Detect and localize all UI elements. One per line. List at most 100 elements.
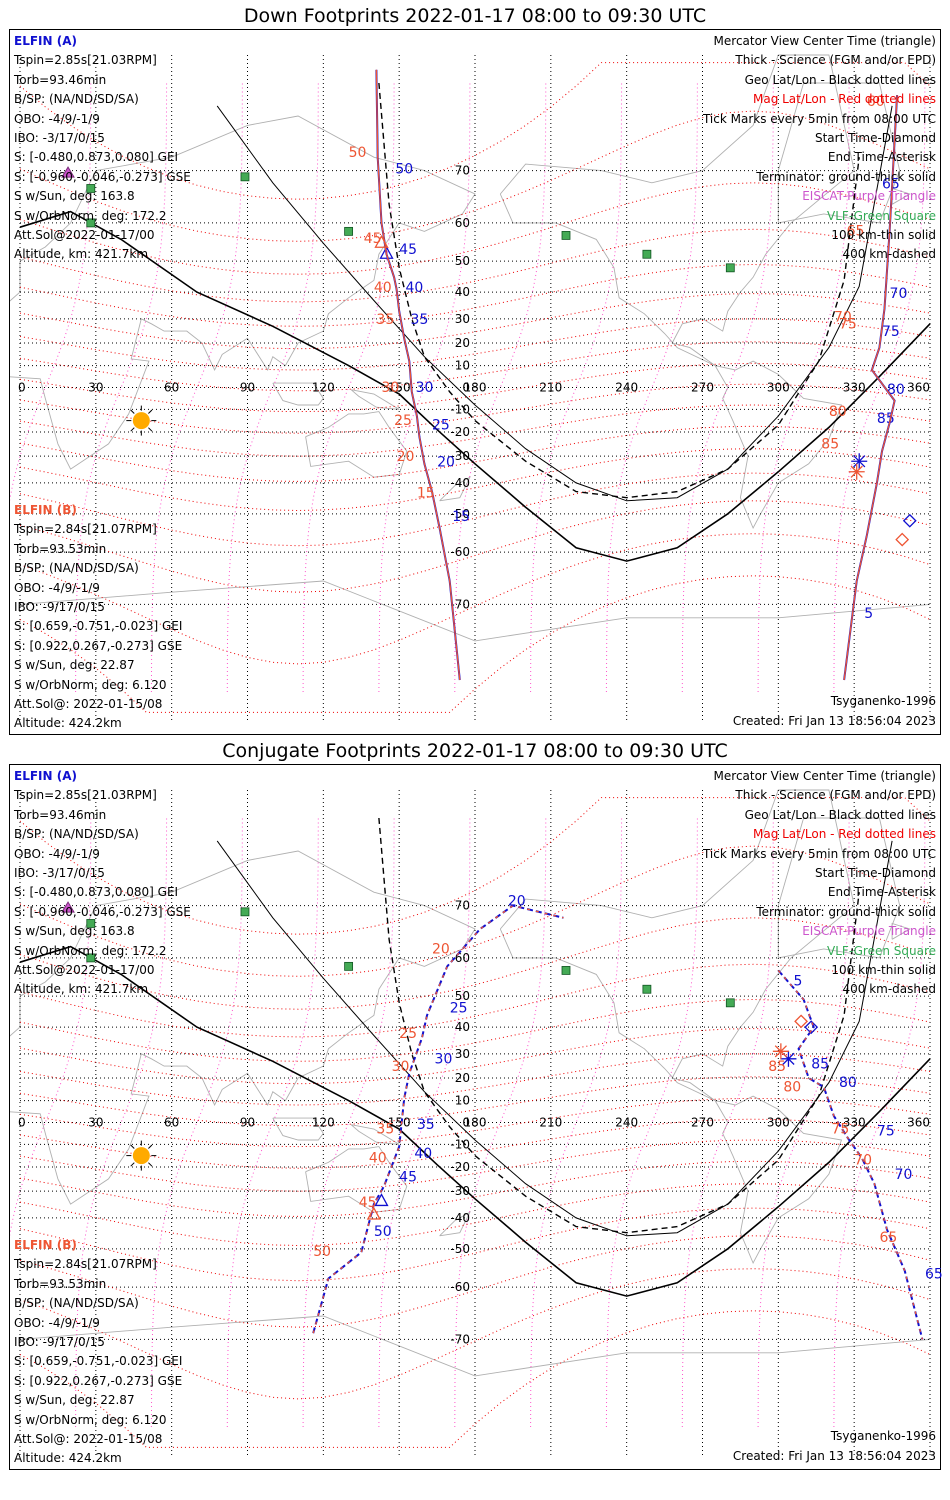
terminators [19,82,931,562]
lat-tick--20: -20 [450,425,470,439]
center-triangle [374,1193,389,1207]
track-tick-label-13: 85 [877,411,895,427]
lon-tick-90: 90 [240,1116,255,1130]
info-line: S w/Sun, deg: 22.87 [14,1393,135,1408]
info-line: S: [0.922,0.267,-0.273] GSE [14,638,183,653]
panel-title-conjugate: Conjugate Footprints 2022-01-17 08:00 to… [222,740,728,762]
info-line: Torb=93.46min [14,807,107,822]
track-tick-label-11: 65 [879,1230,897,1246]
coastline-1-0 [305,411,408,478]
lat-tick--30: -30 [450,1184,470,1198]
center-triangle [366,1206,381,1220]
vlf-square-6 [725,263,735,273]
info-line: S w/Sun, deg: 22.87 [14,658,135,673]
lon-tick-120: 120 [312,1116,335,1130]
track-tick-label-1: 45 [359,1195,377,1211]
track-tick-label-9: 80 [839,1075,857,1091]
track-tick-label-0: 50 [349,145,367,161]
sun-ray-5 [130,409,135,414]
vlf-square-0 [86,919,96,928]
vlf-square-2 [240,172,250,182]
coastline-5-0 [499,54,855,530]
lon-tick-60: 60 [164,1116,179,1130]
map-plot-conj: 0 30 60 90 120 150 180 210 240 270 300 330 360706050… [10,789,942,1455]
track-tick-label-8: 60 [867,94,885,110]
info-line: Att.Sol@2022-01-17/00 [14,963,155,978]
lat-tick-20: 20 [455,336,470,350]
lon-tick-300: 300 [767,381,790,395]
vlf-square-4 [561,966,571,975]
legend-entry: Mag Lat/Lon - Red dotted lines [752,827,936,842]
track-tick-label-0: 50 [395,162,413,178]
track-tick-label-2: 40 [374,280,392,296]
lon-tick-30: 30 [88,1116,103,1130]
plot-frame-down: 0 30 60 90 120 150 180 210 240 270 300 330 360 70 60 50… [9,29,941,735]
mag-parallel-7 [19,845,931,977]
terminator-100km [216,840,893,1237]
legend-entry: 100 km-thin solid [831,963,936,978]
info-elfin-b: ELFIN (B) Tspin=2.84s[21.07RPM] Torb=93.53… [14,501,182,734]
lat-tick--40: -40 [450,1211,470,1225]
coastline-8-0 [19,1315,931,1377]
lat-tick-10: 10 [455,359,470,373]
end-asterisk [851,453,868,470]
track-tick-label-6: 20 [397,449,415,465]
legend-entry: Mercator View Center Time (triangle) [713,769,936,783]
mag-parallel-7 [19,110,931,242]
info-line: IBO: -9/17/0/15 [14,1335,105,1350]
info-line: OBO: -4/9/-1/9 [14,580,100,595]
lat-tick--40: -40 [450,476,470,490]
info-header: ELFIN (B) [14,503,77,517]
track-tick-label-0: 50 [374,1224,392,1240]
eiscat-triangle-0 [61,901,75,913]
lon-tick-0: 0 [18,381,26,395]
sun-icon [126,1140,157,1171]
legend-entry: 400 km-dashed [842,247,936,262]
track-tick-label-8: 5 [864,606,873,622]
info-line: OBO: -4/9/-1/9 [14,111,100,126]
legend-entry: Mag Lat/Lon - Red dotted lines [752,92,936,107]
lon-tick-180: 180 [464,1116,487,1130]
track-tick-label-7: 15 [417,486,435,502]
lat-tick-30: 30 [455,312,470,326]
track-tick-label-8: 80 [783,1080,801,1096]
track-tick-label-3: 35 [376,312,394,328]
legend-entry: Terminator: ground-thick solid [756,904,936,919]
end-asterisk [848,463,865,480]
legend-entry: Start Time-Diamond [814,866,936,881]
mag-parallel-8 [19,797,931,935]
terminator-400km [378,82,860,499]
track-tick-label-4: 30 [381,380,399,396]
info-line: S w/Sun, deg: 163.8 [14,189,135,204]
legend-entry: EISCAT-Purple Triangle [802,924,936,939]
sun-icon [126,405,157,436]
lon-tick-240: 240 [615,381,638,395]
info-line: S w/OrbNorm, deg: 172.2 [14,208,167,223]
vlf-square-1 [86,953,96,963]
coastline-5-0 [499,789,855,1265]
lon-tick-330: 330 [843,1116,866,1130]
mag-parallel-6 [19,917,931,1010]
lat-tick--60: -60 [450,545,470,559]
vlf-square-3 [344,226,354,236]
info-line: Tspin=2.85s[21.03RPM] [14,53,157,68]
sun-ray-3 [130,427,135,432]
vlf-square-1 [86,218,96,228]
lat-tick--50: -50 [450,1242,470,1256]
mag-parallel--2 [19,1139,931,1192]
lon-tick-180: 180 [464,381,487,395]
track-tick-label-6: 20 [432,941,450,957]
track-tick-label-4: 30 [416,380,434,396]
track-tick-label-5: 25 [399,1026,417,1042]
track-tick-label-2: 40 [369,1150,387,1166]
start-diamond [794,1014,809,1029]
vlf-square-6 [725,998,735,1008]
info-line: OBO: -4/9/-1/9 [14,846,100,861]
lat-tick--70: -70 [450,597,470,611]
lon-tick-300: 300 [767,1116,790,1130]
track-tick-label-3: 35 [411,312,429,328]
lat-tick--10: -10 [450,1137,470,1151]
lat-tick-20: 20 [455,1071,470,1085]
